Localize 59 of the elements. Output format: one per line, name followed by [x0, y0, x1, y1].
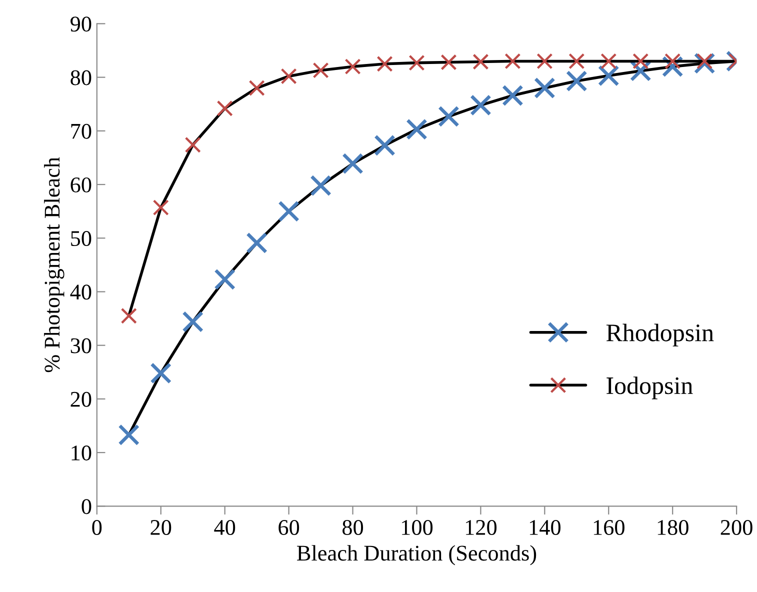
- point: [504, 53, 521, 70]
- point: [374, 134, 396, 156]
- point: [246, 232, 268, 254]
- x-tick-label: 40: [214, 520, 236, 535]
- point: [280, 68, 297, 84]
- point: [342, 152, 364, 174]
- point: [376, 56, 393, 72]
- point: [408, 54, 425, 71]
- y-tick-label: 0: [82, 499, 92, 514]
- y-tick-label: 10: [72, 445, 92, 460]
- y-tick-label: 20: [70, 392, 92, 407]
- point: [214, 268, 236, 290]
- x-tick-label: 200: [720, 520, 752, 535]
- point: [216, 100, 233, 116]
- y-axis-title: % Photopigment Bleach: [44, 157, 64, 372]
- legend-label: Rhodopsin: [606, 324, 714, 346]
- point: [406, 118, 428, 140]
- y-tick-label: 60: [70, 177, 92, 192]
- point: [502, 84, 524, 106]
- point: [182, 311, 204, 332]
- x-tick-label: 140: [530, 520, 560, 535]
- y-tick-label: 70: [71, 124, 92, 139]
- y-tick-label: 40: [70, 284, 92, 300]
- x-tick-label: 160: [594, 520, 624, 535]
- point: [310, 174, 332, 196]
- point: [278, 200, 300, 222]
- point: [438, 106, 460, 128]
- x-tick-label: 0: [92, 520, 102, 535]
- legend-label: Iodopsin: [606, 376, 693, 400]
- point: [440, 54, 457, 70]
- point: [118, 424, 140, 446]
- point: [566, 70, 588, 92]
- y-tick-label: 90: [70, 16, 92, 32]
- x-tick-label: 80: [342, 520, 364, 535]
- x-tick-label: 180: [658, 520, 688, 535]
- point: [152, 200, 169, 216]
- x-tick-label: 20: [150, 520, 172, 535]
- point: [470, 94, 492, 116]
- x-axis-title: Bleach Duration (Seconds): [297, 545, 536, 566]
- point: [600, 53, 617, 70]
- point: [248, 80, 265, 96]
- x-tick-label: 100: [402, 520, 433, 535]
- y-tick-label: 80: [70, 70, 92, 86]
- x-tick-label: 120: [466, 520, 497, 535]
- point: [664, 53, 681, 70]
- y-tick-label: 50: [71, 231, 92, 246]
- point: [150, 362, 172, 384]
- point: [568, 53, 585, 70]
- point: [120, 308, 137, 324]
- point: [696, 53, 713, 70]
- point: [536, 53, 553, 70]
- point: [534, 77, 556, 99]
- point: [632, 53, 649, 70]
- y-tick-label: 30: [70, 338, 92, 354]
- point: [472, 54, 489, 70]
- point: [312, 62, 329, 78]
- point: [344, 58, 361, 75]
- point: [184, 136, 201, 153]
- x-tick-label: 60: [278, 520, 300, 535]
